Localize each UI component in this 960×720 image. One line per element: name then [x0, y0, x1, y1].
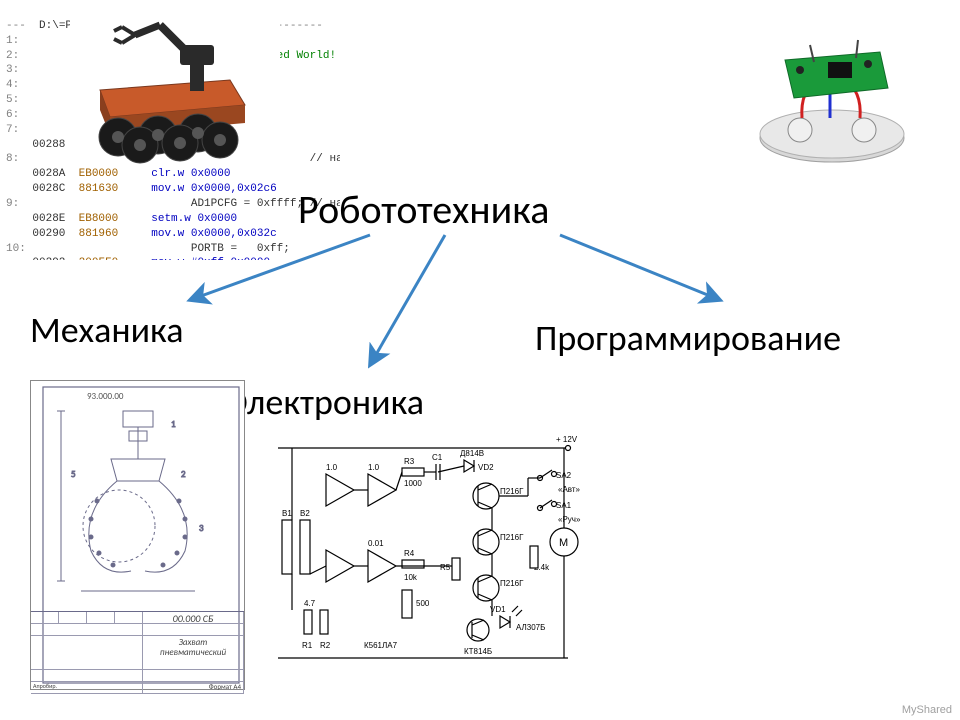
svg-text:П216Г: П216Г: [500, 579, 524, 588]
robot-vehicle-image: [70, 5, 280, 165]
drawing-header: 93.000.00: [87, 391, 124, 402]
svg-text:4.7: 4.7: [304, 599, 316, 608]
svg-text:1.0: 1.0: [326, 463, 338, 472]
mini-robot-image: [740, 10, 920, 170]
svg-text:К561ЛА7: К561ЛА7: [364, 641, 398, 650]
svg-text:1: 1: [171, 419, 176, 430]
svg-text:П216Г: П216Г: [500, 487, 524, 496]
svg-text:1000: 1000: [404, 479, 422, 488]
svg-text:+ 12V: + 12V: [556, 435, 578, 444]
svg-text:B2: B2: [300, 509, 310, 518]
label-electronics: Электроника: [228, 380, 424, 424]
svg-text:3: 3: [199, 523, 204, 534]
label-programming: Программирование: [535, 316, 841, 360]
svg-text:0.01: 0.01: [368, 539, 384, 548]
page-title: Робототехника: [298, 185, 549, 234]
svg-text:2: 2: [181, 469, 186, 480]
circuit-schematic: + 12V B1 B2 1.0 1.0 R3 1000 C1 0.01: [268, 430, 588, 680]
svg-text:R2: R2: [320, 641, 331, 650]
svg-text:«Авт»: «Авт»: [558, 485, 581, 494]
svg-text:R4: R4: [404, 549, 415, 558]
watermark: MyShared: [902, 704, 952, 716]
svg-text:C1: C1: [432, 453, 443, 462]
svg-text:5: 5: [71, 469, 76, 480]
svg-text:АЛ307Б: АЛ307Б: [516, 623, 545, 632]
svg-text:VD2: VD2: [478, 463, 494, 472]
label-mechanics: Механика: [30, 308, 183, 352]
svg-text:КТ814Б: КТ814Б: [464, 647, 492, 656]
svg-text:R3: R3: [404, 457, 415, 466]
svg-text:R1: R1: [302, 641, 313, 650]
svg-text:B1: B1: [282, 509, 292, 518]
svg-text:500: 500: [416, 599, 430, 608]
svg-text:«Руч»: «Руч»: [558, 515, 581, 524]
svg-text:R5: R5: [440, 563, 451, 572]
svg-text:M: M: [559, 537, 568, 549]
drawing-titleblock: 00.000 СБ Захват пневматический Апробир.…: [31, 611, 244, 689]
svg-text:10k: 10k: [404, 573, 418, 582]
mechanical-drawing: 93.000.00 1 2 3: [30, 380, 245, 690]
svg-text:1.0: 1.0: [368, 463, 380, 472]
svg-text:П216Г: П216Г: [500, 533, 524, 542]
svg-text:Д814В: Д814В: [460, 449, 484, 458]
